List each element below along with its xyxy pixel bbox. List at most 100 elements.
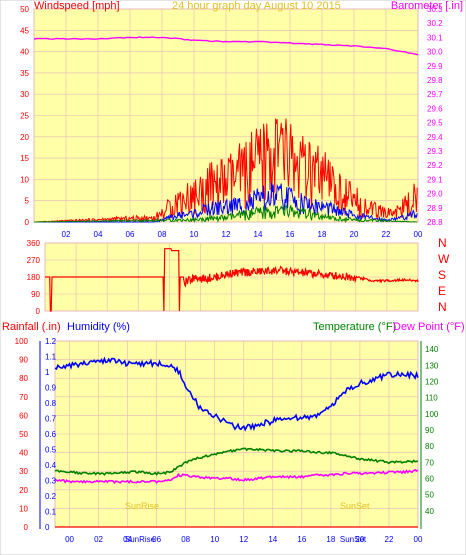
barometer-tick-label: 29.0 [427, 190, 443, 199]
barometer-tick-label: 29.3 [427, 147, 443, 156]
rainfall-tick-label: 0.9 [45, 384, 57, 393]
sunset-label: SunSet [340, 535, 367, 544]
rainfall-tick-label: 1.1 [45, 353, 57, 362]
wind-calm-line [34, 203, 418, 224]
humidity-tick-label: 30 [19, 467, 28, 476]
humidity-x-tick-label: 10 [210, 535, 219, 544]
humidity-x-tick-label: 08 [181, 535, 190, 544]
barometer-tick-label: 29.9 [427, 62, 443, 71]
rainfall-tick-label: 0.7 [45, 415, 57, 424]
wind-x-tick-label: 04 [94, 230, 103, 239]
humidity-tick-label: 50 [19, 430, 28, 439]
humidity-axis-title: Humidity (%) [67, 321, 130, 333]
barometer-line [33, 36, 419, 56]
humidity-x-tick-label: 14 [268, 535, 277, 544]
rainfall-tick-label: 0.3 [45, 477, 57, 486]
temperature-tick-label: 40 [425, 507, 434, 516]
rainfall-tick-label: 0.5 [45, 446, 57, 455]
humidity-x-tick-label: 02 [94, 535, 103, 544]
wind-gridlines [34, 8, 419, 223]
humidity-x-tick-label: 18 [326, 535, 335, 544]
humidity-x-tick-label: 12 [239, 535, 248, 544]
humidity-temperature-panel: 010203040506070809010000.10.20.30.40.50.… [2, 321, 465, 544]
wind-direction-line [45, 248, 419, 312]
wind-x-tick-label: 16 [286, 230, 295, 239]
rainfall-tick-label: 0.1 [45, 508, 57, 517]
wind-x-tick-label: 08 [158, 230, 167, 239]
direction-tick-label: 270 [27, 256, 41, 265]
barometer-tick-label: 29.8 [427, 76, 443, 85]
humidity-axis-labels: 010203040506070809010000.10.20.30.40.50.… [15, 337, 439, 544]
windspeed-tick-label: 40 [20, 48, 29, 57]
windspeed-tick-label: 50 [20, 5, 29, 14]
humidity-tick-label: 80 [19, 374, 28, 383]
wind-series [33, 36, 419, 224]
humidity-tick-label: 40 [19, 449, 28, 458]
compass-label: E [438, 284, 446, 298]
wind-x-tick-label: 06 [126, 230, 135, 239]
windspeed-tick-label: 45 [20, 26, 29, 35]
wind-x-tick-label: 02 [62, 230, 71, 239]
humidity-x-tick-label: 00 [414, 535, 423, 544]
windspeed-tick-label: 5 [25, 197, 30, 206]
rainfall-tick-label: 1 [45, 368, 50, 377]
temperature-tick-label: 110 [425, 394, 438, 403]
temperature-tick-label: 140 [425, 345, 439, 354]
barometer-tick-label: 29.7 [427, 90, 443, 99]
rainfall-tick-label: 0 [45, 523, 50, 532]
temperature-tick-label: 80 [425, 442, 434, 451]
compass-label: W [438, 252, 450, 266]
temperature-tick-label: 70 [425, 458, 434, 467]
compass-label: N [438, 300, 447, 314]
barometer-tick-label: 28.9 [427, 204, 443, 213]
humidity-gridlines [39, 340, 422, 529]
direction-tick-label: 360 [27, 239, 41, 248]
wind-x-tick-label: 18 [318, 230, 327, 239]
wind-x-tick-label: 10 [190, 230, 199, 239]
sunrise-ghost-label: SunRise [125, 501, 159, 511]
rainfall-tick-label: 0.8 [45, 399, 57, 408]
humidity-tick-label: 20 [19, 486, 28, 495]
temperature-tick-label: 60 [425, 474, 434, 483]
wind-gust-line [34, 118, 418, 224]
temperature-axis-title: Temperature (°F) [313, 321, 396, 333]
humidity-series [54, 356, 419, 528]
rainfall-axis-title: Rainfall (.in) [2, 321, 61, 333]
humidity-x-tick-label: 22 [385, 535, 394, 544]
temperature-tick-label: 50 [425, 491, 434, 500]
humidity-x-tick-label: 06 [152, 535, 161, 544]
wind-barometer-panel: 0 5 10 15 20 25 30 35 40 45 50 02 04 06 08 10 12 14 16 18 20… [20, 0, 463, 239]
barometer-tick-label: 29.6 [427, 104, 443, 113]
barometer-tick-label: 29.2 [427, 161, 443, 170]
sunrise-label: SunRise [125, 535, 156, 544]
humidity-x-tick-label: 20 [355, 535, 364, 544]
temperature-tick-label: 90 [425, 426, 434, 435]
humidity-tick-label: 60 [19, 411, 28, 420]
rainfall-tick-label: 1.2 [45, 337, 57, 346]
rainfall-tick-label: 0.6 [45, 430, 57, 439]
dew-point-axis-title: Dew Point (°F) [393, 321, 465, 333]
compass-label: N [438, 236, 447, 250]
humidity-x-tick-label: 00 [65, 535, 74, 544]
barometer-tick-label: 30.3 [427, 5, 443, 14]
humidity-tick-label: 90 [19, 356, 28, 365]
barometer-tick-label: 30.0 [427, 48, 443, 57]
windspeed-tick-label: 25 [20, 112, 29, 121]
barometer-tick-label: 29.1 [427, 175, 443, 184]
wind-x-tick-label: 22 [382, 230, 391, 239]
barometer-tick-label: 28.8 [427, 218, 443, 227]
wind-x-tick-label: 12 [222, 230, 231, 239]
chart-title: 24 hour graph day August 10 2015 [172, 0, 341, 12]
temperature-tick-label: 100 [425, 410, 439, 419]
compass-label: S [438, 268, 446, 282]
sunset-ghost-label: SunSet [340, 501, 370, 511]
humidity-tick-label: 100 [15, 337, 29, 346]
rainfall-tick-label: 0.2 [45, 492, 57, 501]
humidity-line [54, 356, 419, 432]
windspeed-tick-label: 35 [20, 69, 29, 78]
windspeed-tick-label: 15 [20, 154, 29, 163]
direction-tick-label: 0 [36, 307, 41, 316]
dew-point-line [54, 468, 419, 485]
